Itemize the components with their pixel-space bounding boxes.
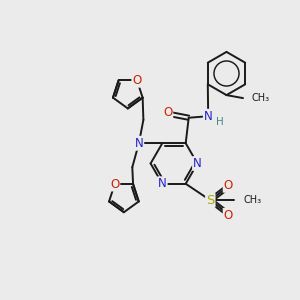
- Text: N: N: [193, 157, 202, 170]
- Text: N: N: [204, 110, 213, 123]
- Text: O: O: [110, 178, 119, 190]
- Text: H: H: [216, 117, 224, 127]
- Text: O: O: [163, 106, 172, 119]
- Text: O: O: [224, 209, 233, 222]
- Text: O: O: [224, 179, 233, 192]
- Text: CH₃: CH₃: [251, 93, 269, 103]
- Text: N: N: [134, 137, 143, 150]
- Text: CH₃: CH₃: [243, 195, 261, 205]
- Text: O: O: [132, 74, 142, 87]
- Text: N: N: [158, 177, 167, 190]
- Text: S: S: [206, 194, 214, 207]
